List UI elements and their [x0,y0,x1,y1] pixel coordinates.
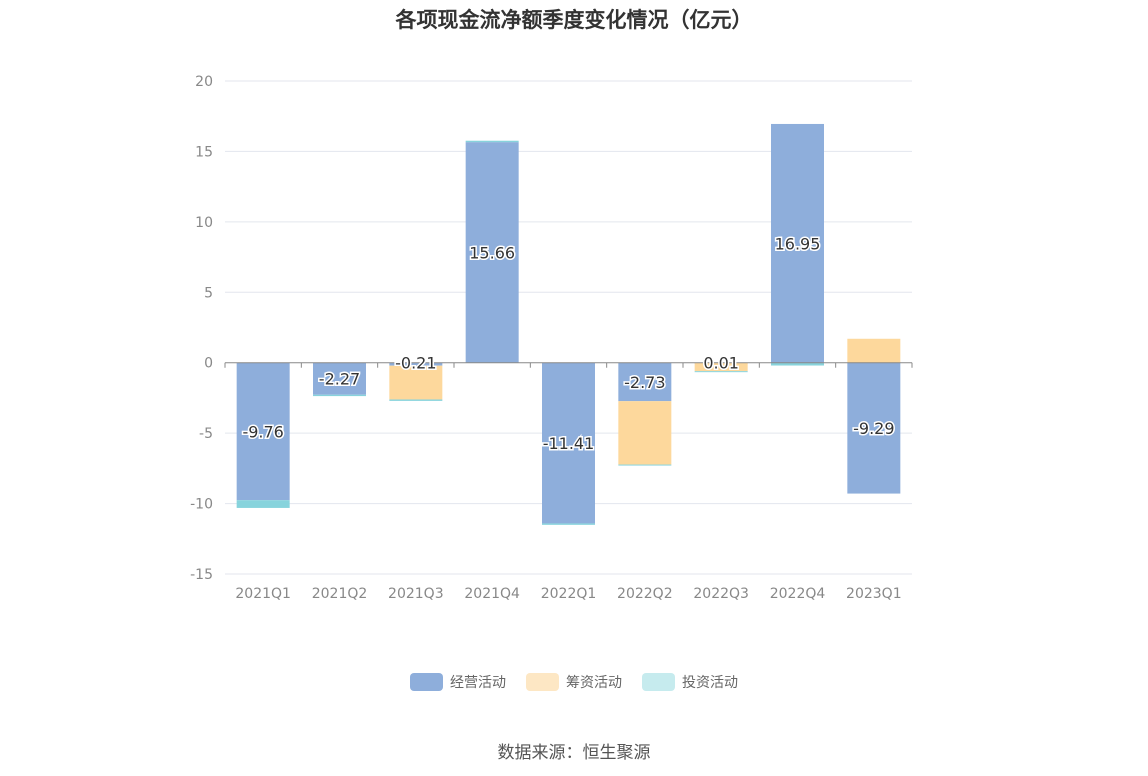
chart-title: 各项现金流净额季度变化情况（亿元） [395,8,753,32]
x-tick-label: 2021Q2 [312,586,368,602]
bar-operating-2021Q4 [465,142,519,363]
bar-investing-2021Q2 [313,394,366,397]
x-tick-label: 2021Q4 [464,586,520,602]
legend-item-financing[interactable]: 筹资活动 [526,672,622,692]
legend-swatch-operating [410,673,443,691]
bar-operating-2022Q2 [618,362,672,402]
data-label-2022Q3: 0.01 [703,354,739,373]
x-tick-label: 2023Q1 [846,586,902,602]
bar-investing-2021Q1 [236,500,290,508]
data-label-2021Q2: -2.27 [319,370,360,389]
data-label-2021Q4: 15.66 [469,243,515,262]
legend-label-financing: 筹资活动 [566,675,622,691]
data-labels: -9.76 -2.27 -0.21 15.66 -11.41 -2.73 0.01 16.95… [241,233,896,455]
bar-operating-2021Q2 [313,362,366,395]
bar-operating-2021Q3 [389,362,443,366]
y-tick-label: 0 [204,356,213,372]
y-tick-label: -5 [199,426,213,442]
legend: 经营活动 筹资活动 投资活动 [0,672,1148,692]
legend-item-investing[interactable]: 投资活动 [642,672,738,692]
y-tick-label: 10 [195,215,213,231]
data-label-2021Q1: -9.76 [242,422,283,441]
legend-swatch-investing [642,673,675,691]
bar-financing-2023Q1 [847,338,901,363]
bar-operating-2022Q4 [771,123,824,363]
y-axis-ticks: 20 15 10 5 0 -5 -10 -15 [190,74,213,583]
axis-lines [224,362,913,368]
bar-operating-2023Q1 [847,362,901,494]
y-tick-label: -15 [190,567,213,583]
data-label-2023Q1: -9.29 [853,419,894,438]
bar-investing-2022Q1 [542,523,595,525]
y-tick-label: 20 [195,74,213,90]
bar-chart: 20 15 10 5 0 -5 -10 -15 -9.76 -2.27 -0.21 15.66 -11… [190,74,913,602]
y-tick-label: 5 [204,285,213,301]
bar-operating-2021Q1 [236,362,290,501]
bar-operating-2022Q1 [542,362,595,524]
bar-financing-2022Q2 [618,401,672,465]
x-tick-label: 2022Q1 [541,586,597,602]
x-tick-label: 2021Q3 [388,586,444,602]
bar-investing-2022Q2 [618,464,672,466]
legend-label-operating: 经营活动 [450,675,506,691]
data-label-2022Q1: -11.41 [543,434,595,453]
bar-financing-2022Q3 [694,362,748,372]
y-tick-label: -10 [190,497,213,513]
bar-financing-2021Q3 [389,365,443,400]
x-tick-label: 2022Q3 [693,586,749,602]
x-tick-label: 2022Q2 [617,586,673,602]
x-tick-label: 2021Q1 [235,586,291,602]
bar-investing-2022Q4 [771,362,824,366]
legend-item-operating[interactable]: 经营活动 [410,672,506,692]
data-label-2022Q4: 16.95 [775,234,821,253]
x-tick-label: 2022Q4 [770,586,826,602]
bar-investing-2022Q3 [694,371,748,373]
y-tick-label: 15 [195,144,213,160]
bar-investing-2021Q4 [465,140,519,143]
bars [236,123,901,525]
data-label-2021Q3: -0.21 [395,354,436,373]
legend-swatch-financing [526,673,559,691]
legend-label-investing: 投资活动 [682,675,738,691]
source-note: 数据来源：恒生聚源 [497,743,651,763]
data-label-2022Q2: -2.73 [624,373,665,392]
x-axis-ticks: 2021Q1 2021Q2 2021Q3 2021Q4 2022Q1 2022Q2 2022… [235,586,901,602]
bar-investing-2021Q3 [389,399,443,401]
